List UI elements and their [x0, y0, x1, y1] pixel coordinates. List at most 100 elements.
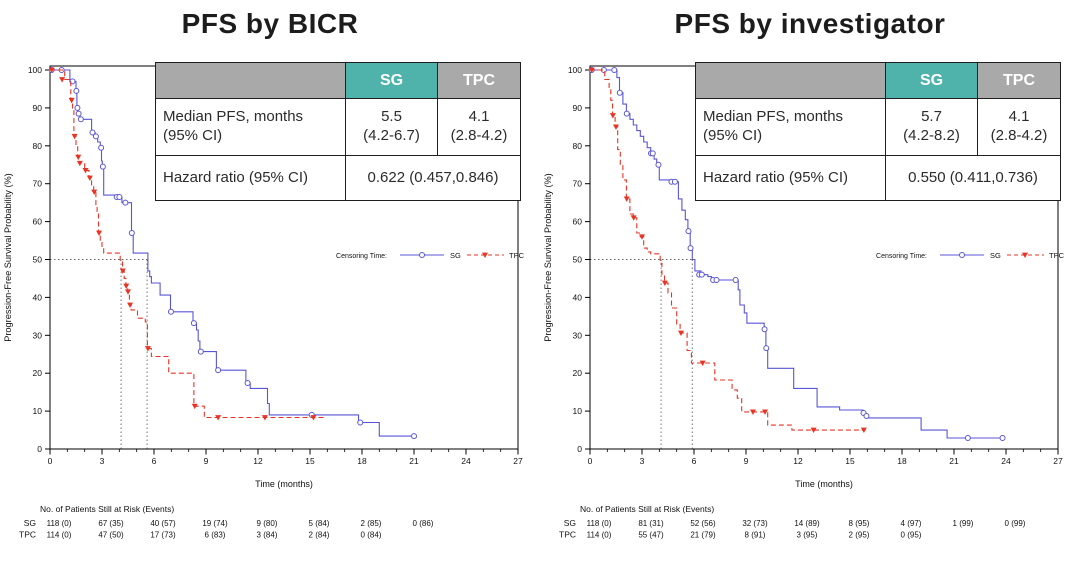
censor-mark-circle: [89, 129, 96, 136]
x-axis-label: Time (months): [795, 479, 853, 489]
y-tick-label: 30: [573, 330, 583, 340]
x-tick-label: 21: [949, 456, 959, 466]
censor-mark-triangle: [125, 289, 131, 295]
median-tpc-line2: (2.8-4.2): [990, 127, 1048, 144]
risk-value: 14 (89): [794, 519, 820, 528]
censor-mark-circle: [197, 348, 204, 355]
x-axis-label: Time (months): [255, 479, 313, 489]
y-tick-label: 60: [573, 217, 583, 227]
censor-mark-triangle: [661, 280, 668, 286]
legend-tpc-marker-icon: [482, 252, 488, 258]
risk-value: 3 (84): [257, 531, 278, 540]
chart-title-investigator: PFS by investigator: [674, 8, 946, 39]
censor-mark-triangle: [48, 67, 55, 73]
legend-sg-text: SG: [990, 251, 1001, 260]
stats-table-investigator: SG TPC Median PFS, months (95% CI) 5.7 (…: [695, 62, 1061, 201]
x-tick-label: 15: [305, 456, 315, 466]
x-tick-label: 12: [253, 456, 263, 466]
risk-row-label: TPC: [19, 530, 36, 540]
y-tick-label: 100: [568, 65, 582, 75]
median-pfs-label-line2: (95% CI): [703, 127, 763, 144]
censor-mark-triangle: [144, 346, 151, 352]
y-tick-label: 0: [37, 444, 42, 454]
legend-label: Censoring Time:: [336, 253, 387, 260]
censor-mark-triangle: [630, 215, 637, 221]
censor-mark-triangle: [68, 97, 75, 104]
x-tick-label: 21: [409, 456, 419, 466]
risk-value: 19 (74): [202, 519, 228, 528]
risk-value: 114 (0): [587, 531, 612, 540]
risk-value: 3 (95): [797, 531, 818, 540]
censor-mark-circle: [611, 67, 618, 73]
y-tick-label: 10: [573, 406, 583, 416]
risk-value: 1 (99): [953, 519, 974, 528]
y-tick-label: 30: [33, 330, 43, 340]
stats-corner-cell: [155, 62, 346, 99]
censor-mark-circle: [98, 144, 105, 151]
risk-value: 8 (91): [745, 531, 766, 540]
stats-corner-cell: [695, 62, 886, 99]
risk-value: 2 (85): [361, 519, 382, 528]
y-axis-label: Progression-Free Survival Probability (%…: [543, 173, 553, 342]
censor-mark-triangle: [623, 196, 630, 202]
censor-mark-triangle: [82, 168, 89, 174]
censor-mark-circle: [116, 193, 123, 200]
censor-mark-circle: [244, 380, 251, 387]
series-tpc-line: [50, 69, 324, 419]
median-sg-line2: (4.2-8.2): [903, 127, 960, 144]
risk-value: 0 (84): [361, 531, 382, 540]
y-tick-label: 50: [573, 255, 583, 265]
y-axis-label: Progression-Free Survival Probability (%…: [3, 173, 13, 342]
hazard-ratio-label: Hazard ratio (95% CI): [695, 155, 886, 201]
censor-mark-circle: [698, 271, 705, 278]
median-tpc-line2: (2.8-4.2): [450, 127, 508, 144]
censor-mark-circle: [74, 104, 81, 111]
x-tick-label: 15: [845, 456, 855, 466]
median-sg-line1: 5.7: [921, 108, 942, 126]
hazard-ratio-value: 0.550 (0.411,0.736): [885, 155, 1061, 201]
risk-value: 32 (73): [742, 519, 768, 528]
risk-value: 5 (84): [309, 519, 330, 528]
censor-mark-triangle: [76, 160, 83, 167]
x-tick-label: 18: [357, 456, 367, 466]
legend-tpc-text: TPC: [1049, 251, 1065, 260]
risk-value: 55 (47): [638, 531, 664, 540]
censor-mark-circle: [167, 308, 174, 315]
y-tick-label: 80: [573, 141, 583, 151]
y-tick-label: 10: [33, 406, 43, 416]
censor-mark-circle: [190, 320, 197, 327]
legend-sg-marker-icon: [419, 252, 425, 258]
censor-mark-circle: [655, 161, 662, 168]
legend-sg-marker-icon: [959, 252, 965, 258]
censor-mark-circle: [75, 110, 82, 117]
censor-mark-circle: [92, 133, 99, 140]
panel-pfs-bicr: PFS by BICR 0 10 20 30 40 50 60 70 80 90 100 0 3 6 9 12…: [3, 8, 525, 540]
risk-row-label: TPC: [559, 530, 576, 540]
censor-mark-circle: [685, 228, 692, 235]
risk-value: 17 (73): [150, 531, 176, 540]
censor-mark-triangle: [191, 403, 198, 410]
risk-table-title: No. of Patients Still at Risk (Events): [40, 504, 174, 514]
y-tick-label: 40: [33, 292, 43, 302]
stats-header-sg: SG: [345, 62, 438, 99]
risk-value: 0 (95): [901, 531, 922, 540]
stats-header-sg: SG: [885, 62, 978, 99]
censor-mark-triangle: [678, 330, 684, 337]
censor-mark-triangle: [71, 133, 78, 140]
censor-mark-triangle: [119, 268, 126, 274]
censor-mark-triangle: [699, 360, 706, 366]
risk-value: 0 (99): [1005, 519, 1026, 528]
y-tick-label: 100: [28, 65, 42, 75]
median-pfs-label: Median PFS, months (95% CI): [695, 98, 886, 156]
y-tick-label: 60: [33, 217, 43, 227]
censor-mark-triangle: [261, 415, 268, 421]
legend-tpc-text: TPC: [509, 251, 525, 260]
y-tick-label: 50: [33, 255, 43, 265]
y-tick-label: 20: [573, 368, 583, 378]
x-tick-label: 0: [588, 456, 593, 466]
censor-mark-circle: [128, 229, 135, 236]
censor-mark-triangle: [310, 415, 317, 421]
risk-value: 118 (0): [587, 519, 612, 528]
censor-mark-circle: [761, 326, 768, 333]
x-tick-label: 18: [897, 456, 907, 466]
